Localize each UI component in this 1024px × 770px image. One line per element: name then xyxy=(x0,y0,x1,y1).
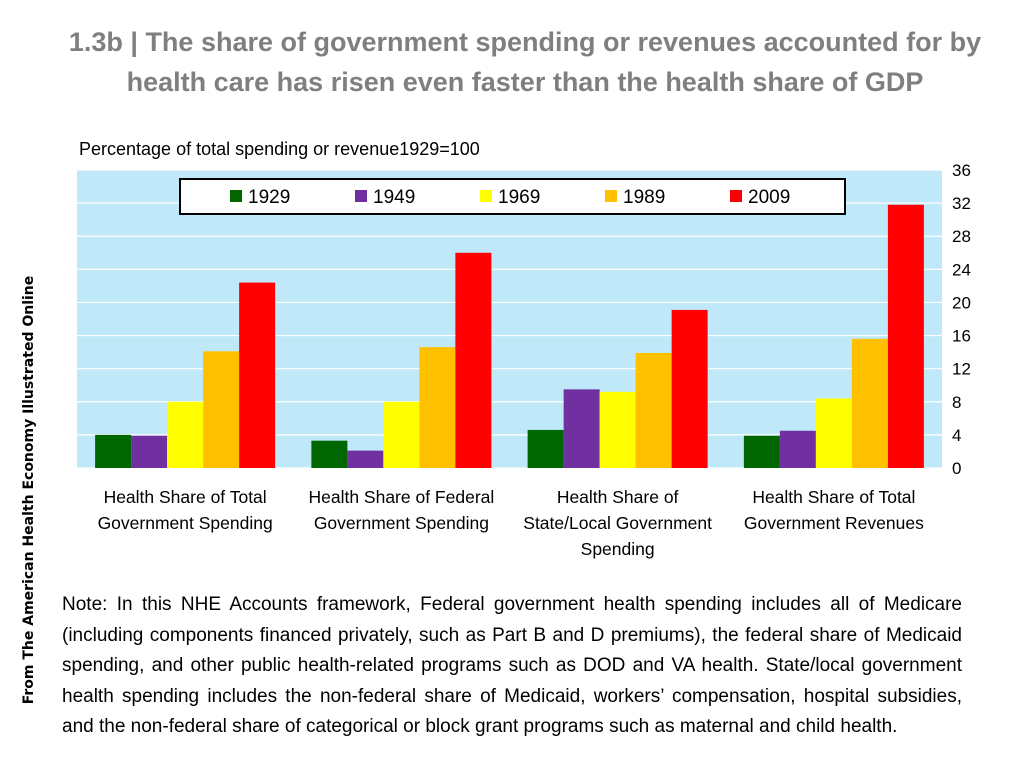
x-category-label: Health Share of xyxy=(557,487,679,507)
bar-1929 xyxy=(743,435,780,468)
legend-label: 1969 xyxy=(498,187,540,208)
chart-title: 1.3b | The share of government spending … xyxy=(68,27,982,97)
bar-1969 xyxy=(383,401,420,468)
footnote: Note: In this NHE Accounts framework, Fe… xyxy=(62,594,962,737)
legend-swatch-2009 xyxy=(730,190,742,202)
bar-1969 xyxy=(167,401,204,468)
legend-swatch-1989 xyxy=(605,190,617,202)
y-tick-label: 4 xyxy=(952,426,961,445)
legend-label: 2009 xyxy=(748,187,790,208)
y-tick-label: 28 xyxy=(952,227,971,246)
y-axis-label: Percentage of total spending or revenue1… xyxy=(79,139,480,159)
legend-swatch-1929 xyxy=(230,190,242,202)
bar-2009 xyxy=(887,204,924,468)
x-category-label: Government Revenues xyxy=(744,513,924,533)
bar-1989 xyxy=(635,352,672,468)
bar-2009 xyxy=(239,282,276,468)
bar-1949 xyxy=(779,430,816,468)
bar-1969 xyxy=(815,398,852,468)
bar-1989 xyxy=(851,338,888,468)
legend-swatch-1949 xyxy=(355,190,367,202)
y-tick-label: 32 xyxy=(952,194,971,213)
bar-2009 xyxy=(671,309,708,468)
y-tick-label: 8 xyxy=(952,393,961,412)
y-tick-label: 20 xyxy=(952,293,971,312)
x-category-label: Health Share of Total xyxy=(752,487,915,507)
x-category-label: Spending xyxy=(581,539,655,559)
y-tick-label: 12 xyxy=(952,360,971,379)
bar-1989 xyxy=(419,347,456,468)
bar-2009 xyxy=(455,252,492,468)
y-tick-label: 36 xyxy=(952,161,971,180)
x-category-label: Health Share of Federal xyxy=(308,487,494,507)
x-category-label: Government Spending xyxy=(314,513,489,533)
bar-1949 xyxy=(347,450,384,468)
y-tick-label: 0 xyxy=(952,459,961,478)
bar-1929 xyxy=(95,434,132,468)
bar-chart: 0 4 8 12 16 20 24 28 32 36 Health Share of Total Go… xyxy=(77,161,971,559)
legend-swatch-1969 xyxy=(480,190,492,202)
bar-1929 xyxy=(311,440,348,468)
legend-label: 1929 xyxy=(248,187,290,208)
x-category-label: Government Spending xyxy=(98,513,273,533)
bar-1989 xyxy=(203,351,240,468)
legend-label: 1949 xyxy=(373,187,415,208)
bar-1949 xyxy=(563,389,600,468)
y-tick-label: 16 xyxy=(952,327,971,346)
x-category-label: State/Local Government xyxy=(523,513,712,533)
bar-1929 xyxy=(527,429,564,468)
x-category-label: Health Share of Total xyxy=(104,487,267,507)
bar-1949 xyxy=(131,435,168,468)
bar-1969 xyxy=(599,391,636,468)
y-tick-label: 24 xyxy=(952,260,971,279)
legend-label: 1989 xyxy=(623,187,665,208)
